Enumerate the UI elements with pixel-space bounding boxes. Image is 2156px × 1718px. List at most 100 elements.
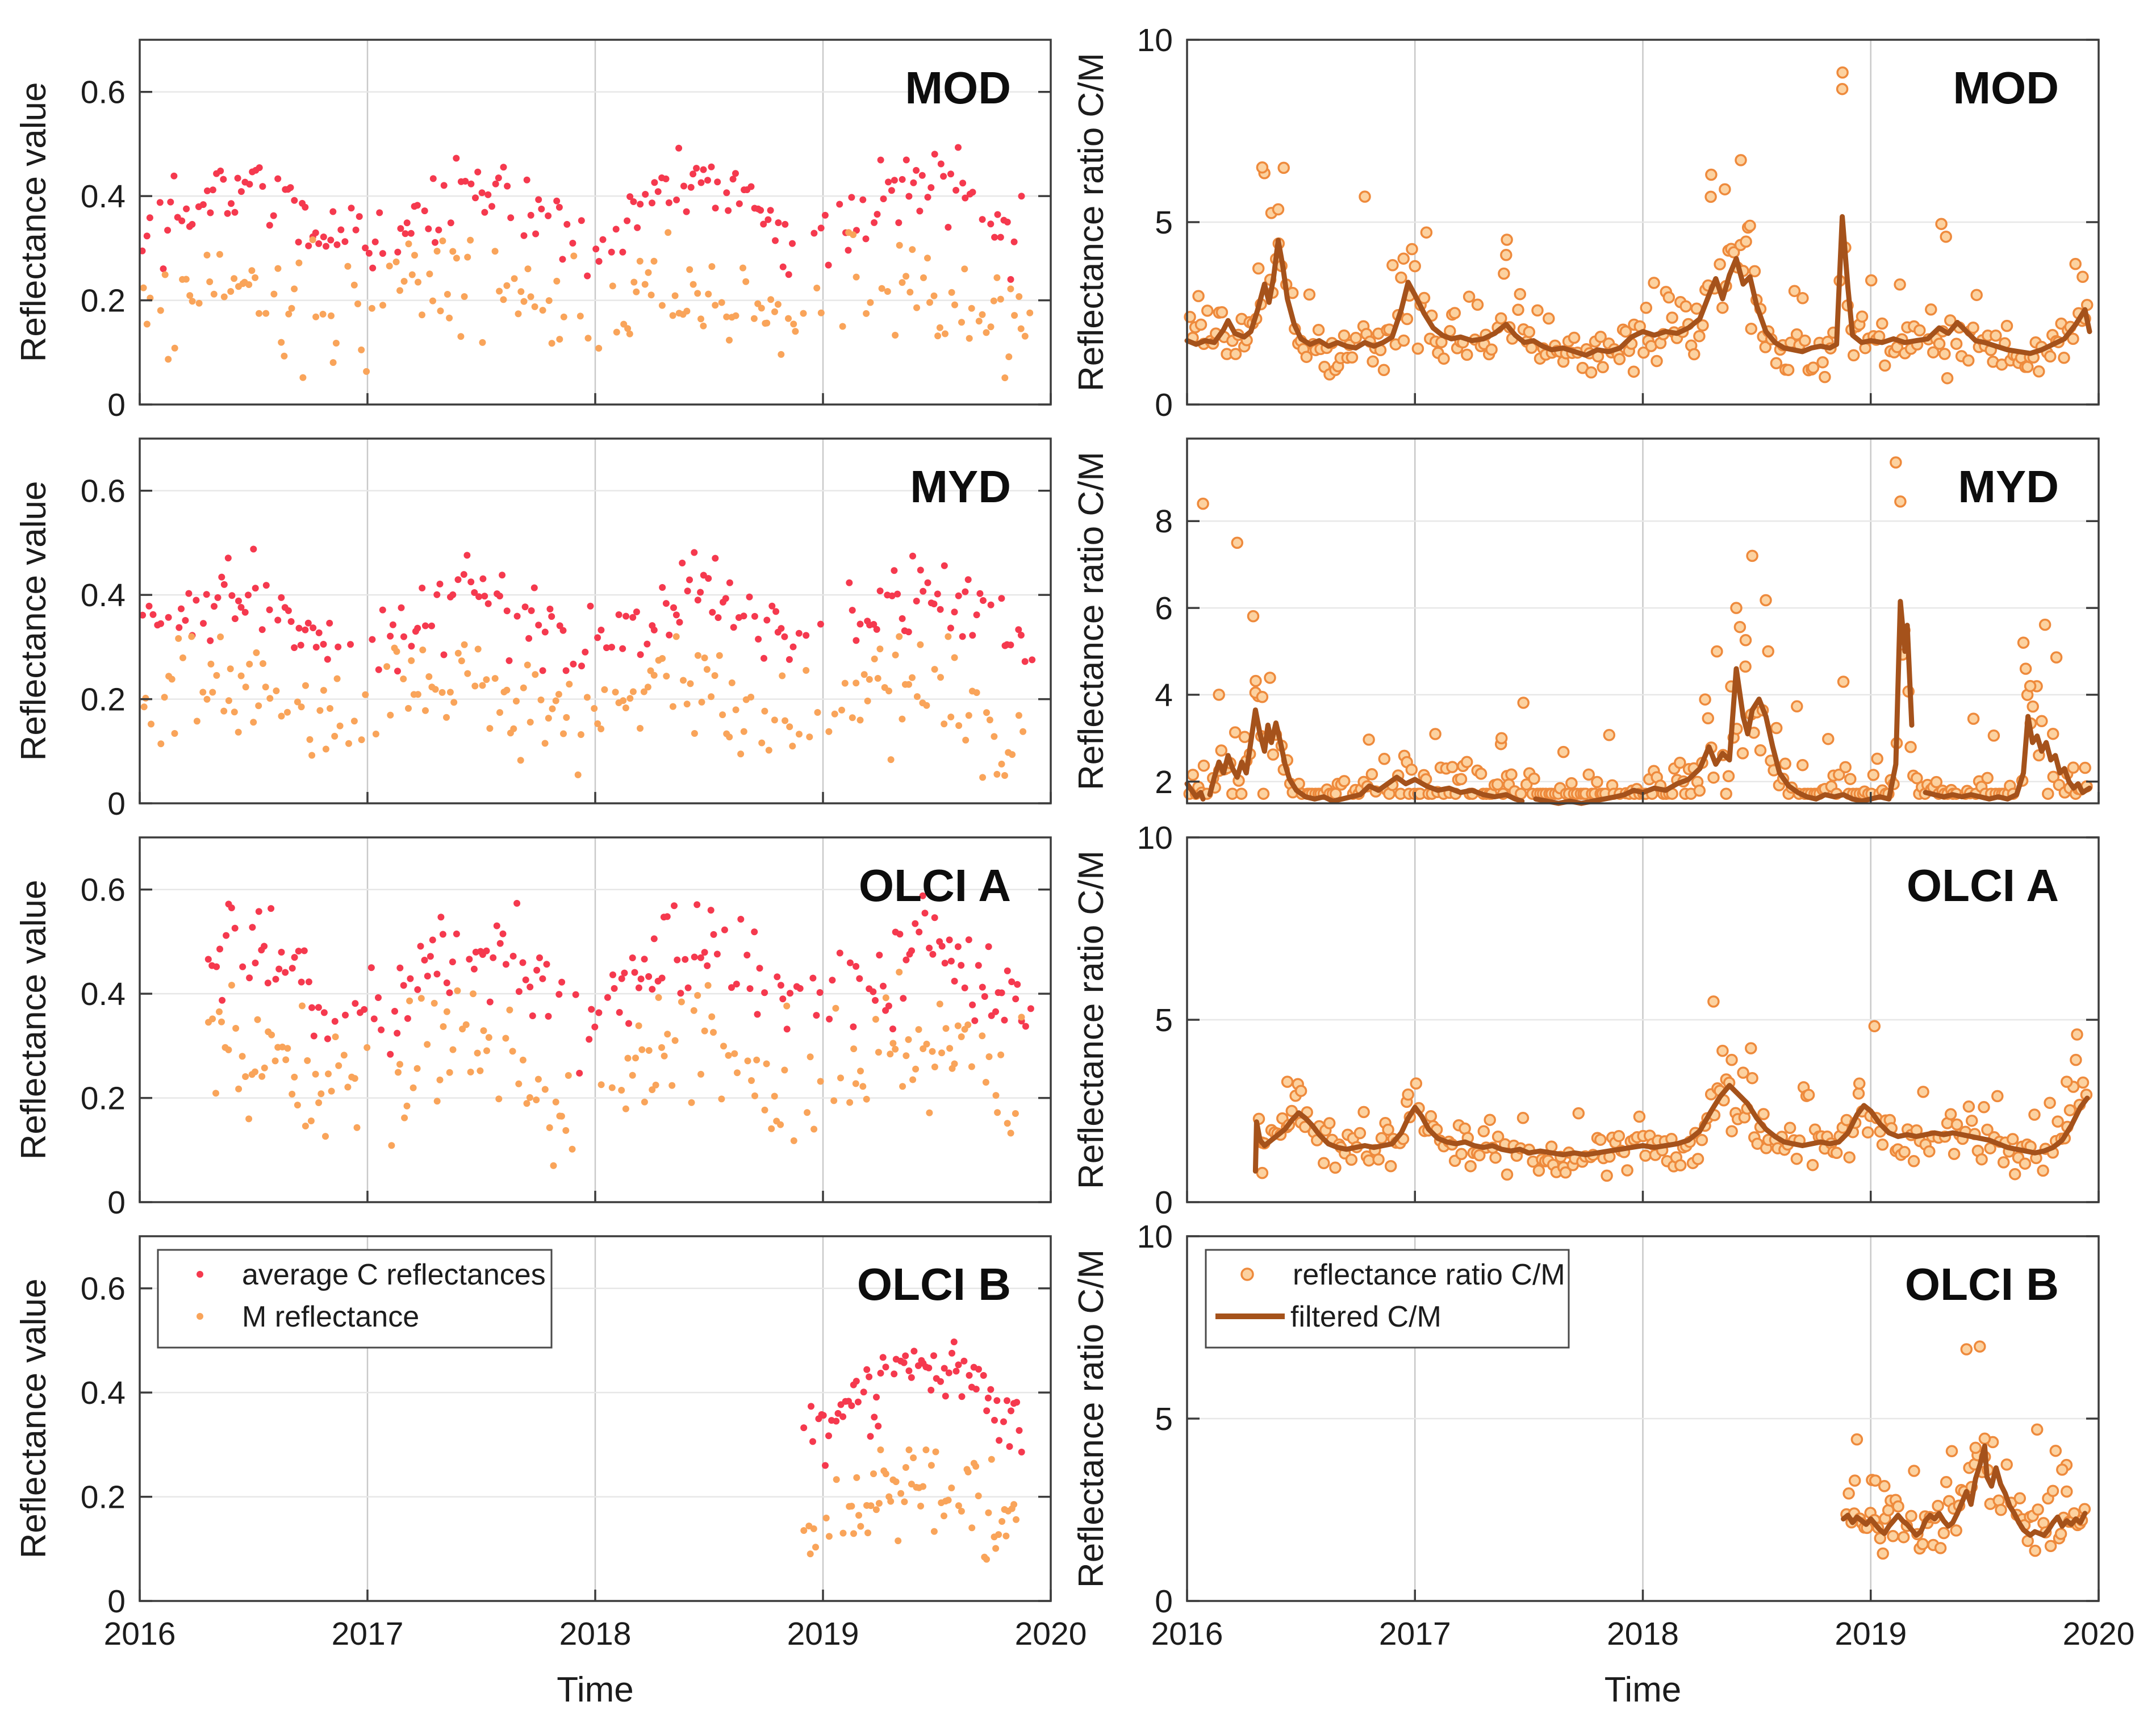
tick-marks xyxy=(139,489,1052,804)
tick-marks xyxy=(139,888,1052,1203)
legend-label: average C reflectances xyxy=(242,1258,546,1291)
y-tick-label: 10 xyxy=(1137,1219,1173,1255)
tick-marks xyxy=(1186,1235,2100,1602)
y-tick-label: 6 xyxy=(1155,590,1173,627)
y-tick-label: 0.2 xyxy=(81,682,126,718)
series-ratio-outliers xyxy=(1848,1343,2073,1498)
series-ratio-outliers xyxy=(1256,82,2089,378)
legend-label: M reflectance xyxy=(242,1300,419,1333)
filtered-line xyxy=(1533,599,1915,806)
filtered-line xyxy=(1184,781,1206,802)
legend-marker-c-dot xyxy=(197,1271,203,1278)
series-ratio-outliers xyxy=(1197,456,2059,745)
gridlines xyxy=(140,837,1051,1202)
x-tick-label: 2018 xyxy=(559,1616,632,1652)
y-axis-title: Reflectance ratio C/M xyxy=(1072,452,1111,790)
series-m-reflectance xyxy=(800,1446,1019,1563)
x-tick-label: 2019 xyxy=(787,1616,859,1652)
y-tick-label: 0.2 xyxy=(81,283,126,319)
panel-olcia-reflectance: 0 0.2 0.4 0.6 Reflectance value OLCI A xyxy=(14,836,1052,1221)
panel-olcib-ratio: 0 5 10 2016 2017 2018 2019 2020 Time Reflectance … xyxy=(1072,1219,2134,1709)
y-tick-label: 0.6 xyxy=(81,74,126,111)
x-tick-label: 2020 xyxy=(2063,1616,2135,1652)
series-m-reflectance xyxy=(140,229,1034,381)
series-filtered-line xyxy=(1184,599,2092,806)
gridlines xyxy=(1187,1236,2099,1601)
x-axis-title: Time xyxy=(1605,1670,1681,1709)
panel-label: MYD xyxy=(910,461,1011,512)
y-axis-title: Reflectance value xyxy=(14,82,53,362)
y-axis-title: Reflectance ratio C/M xyxy=(1072,1249,1111,1588)
tick-marks xyxy=(139,1287,1052,1602)
series-c-reflectance xyxy=(139,545,1036,675)
panel-myd-ratio: 2 4 6 8 Reflectance ratio C/M MYD xyxy=(1072,437,2100,806)
y-tick-label: 5 xyxy=(1155,1002,1173,1039)
legend-label: reflectance ratio C/M xyxy=(1293,1258,1565,1291)
x-tick-label: 2017 xyxy=(332,1616,404,1652)
tick-marks xyxy=(1186,39,2100,406)
legend-reflectance: average C reflectances M reflectance xyxy=(157,1249,553,1349)
y-tick-label: 0.4 xyxy=(81,1375,126,1411)
series-ratio-points xyxy=(1840,1340,2091,1560)
filtered-line xyxy=(1923,714,2092,802)
x-tick-label: 2016 xyxy=(1151,1616,1223,1652)
panel-label: MOD xyxy=(905,62,1011,113)
panel-label: OLCI A xyxy=(859,860,1011,911)
legend-label: filtered C/M xyxy=(1290,1300,1441,1333)
tick-marks xyxy=(1186,836,2100,1203)
series-c-reflectance xyxy=(204,892,1034,1077)
series-filtered-line xyxy=(1252,1083,2090,1174)
legend-ratio: reflectance ratio C/M filtered C/M xyxy=(1205,1249,1570,1349)
legend-marker-ratio-circle xyxy=(1240,1267,1254,1281)
y-tick-label: 2 xyxy=(1155,764,1173,800)
series-filtered-line xyxy=(1184,214,2092,358)
x-tick-label: 2018 xyxy=(1607,1616,1679,1652)
y-axis-title: Reflectance value xyxy=(14,481,53,761)
y-tick-label: 5 xyxy=(1155,1401,1173,1437)
y-axis-title: Reflectance ratio C/M xyxy=(1072,53,1111,391)
panel-myd-reflectance: 0 0.2 0.4 0.6 Reflectance value MYD xyxy=(14,437,1052,822)
panel-label: OLCI A xyxy=(1907,860,2059,911)
series-m-reflectance xyxy=(140,633,1027,781)
y-axis-title: Reflectance value xyxy=(14,880,53,1160)
y-tick-label: 0.4 xyxy=(81,577,126,614)
y-tick-label: 8 xyxy=(1155,503,1173,540)
panel-label: OLCI B xyxy=(857,1259,1011,1310)
y-tick-label: 0 xyxy=(1155,387,1173,423)
series-m-reflectance xyxy=(205,969,1025,1169)
y-tick-label: 0.6 xyxy=(81,872,126,908)
x-tick-label: 2017 xyxy=(1379,1616,1451,1652)
tick-marks xyxy=(139,90,1052,406)
y-tick-label: 0 xyxy=(107,1583,126,1620)
y-tick-label: 0 xyxy=(107,387,126,423)
panel-mod-ratio: 0 5 10 Reflectance ratio C/M MOD xyxy=(1072,22,2100,423)
panel-mod-reflectance: 0 0.2 0.4 0.6 Reflectance value MOD xyxy=(14,39,1052,423)
y-tick-label: 0.6 xyxy=(81,1271,126,1307)
series-c-reflectance xyxy=(800,1338,1025,1469)
y-tick-label: 0 xyxy=(1155,1583,1173,1620)
y-tick-label: 0 xyxy=(1155,1185,1173,1221)
panel-label: OLCI B xyxy=(1905,1259,2059,1310)
x-tick-label: 2020 xyxy=(1015,1616,1087,1652)
panel-olcib-reflectance: 0 0.2 0.4 0.6 2016 2017 2018 2019 2020 Time Reflec… xyxy=(14,1235,1087,1709)
legend-marker-m-dot xyxy=(197,1313,203,1320)
y-tick-label: 0.4 xyxy=(81,178,126,215)
series-c-reflectance xyxy=(139,144,1025,283)
filtered-line xyxy=(1252,1083,2090,1174)
y-tick-label: 0 xyxy=(107,1185,126,1221)
x-tick-label: 2016 xyxy=(104,1616,176,1652)
y-tick-label: 0 xyxy=(107,786,126,822)
y-tick-label: 0.4 xyxy=(81,976,126,1012)
panel-olcia-ratio: 0 5 10 Reflectance ratio C/M OLCI A xyxy=(1072,820,2100,1221)
y-axis-title: Reflectance value xyxy=(14,1279,53,1559)
filtered-line xyxy=(1207,707,1525,804)
y-tick-label: 10 xyxy=(1137,820,1173,856)
tick-marks xyxy=(1186,520,2100,803)
panel-label: MOD xyxy=(1953,62,2059,113)
y-tick-label: 4 xyxy=(1155,677,1173,714)
y-tick-label: 0.2 xyxy=(81,1081,126,1117)
x-axis-title: Time xyxy=(557,1670,633,1709)
legend-box xyxy=(157,1249,553,1349)
gridlines xyxy=(140,1236,1051,1601)
